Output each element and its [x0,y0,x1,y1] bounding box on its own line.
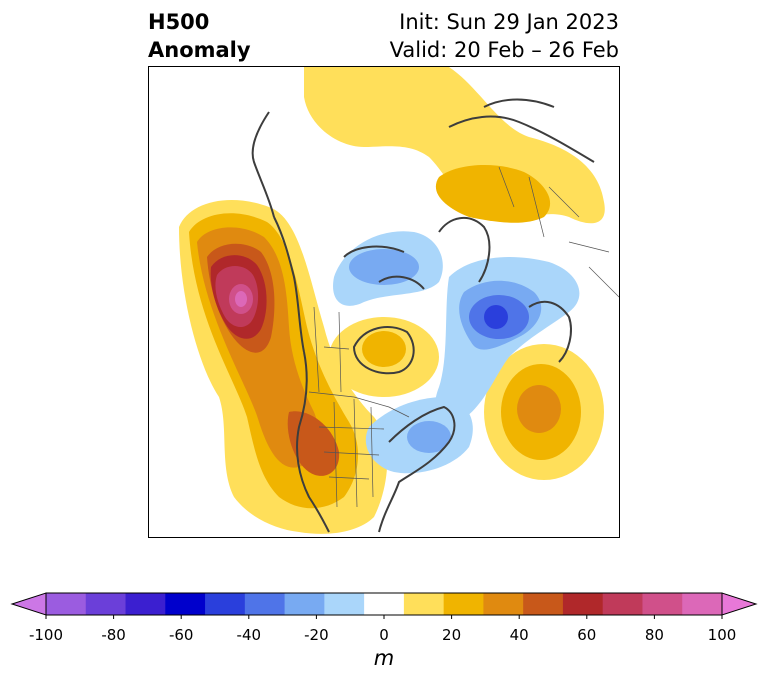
canada-20 [362,331,406,367]
colorbar-tick-label: 0 [379,626,389,644]
greenland [438,217,491,283]
colorbar-tick-label: -100 [28,626,64,644]
eurasia-coast [448,98,595,163]
atlantic-30 [517,385,561,433]
norway-coast [528,300,572,363]
colorbar-segment [682,593,723,615]
east-trough-20 [407,421,451,453]
west-coast [296,351,330,533]
colorbar-unit: m [373,646,395,670]
init-date: Init: Sun 29 Jan 2023 [399,10,619,34]
anomaly-map [148,66,620,538]
colorbar-tick-label: -40 [236,626,262,644]
colorbar-segments [46,593,723,615]
colorbar-segment [523,593,564,615]
us-state-lines [318,398,385,508]
canada-provinces [313,306,350,393]
troughs [333,231,580,474]
colorbar-segment [602,593,643,615]
colorbar-segment [562,593,604,615]
colorbar-segment [364,593,405,615]
valid-range: Valid: 20 Feb – 26 Feb [389,38,619,62]
canada-ridge [329,317,439,397]
colorbar [10,592,758,619]
coastlines [251,98,595,533]
colorbar-segment [205,593,246,615]
colorbar-under-arrow [10,592,47,616]
political-borders [308,166,619,508]
colorbar-segment [483,593,524,615]
map-title: H500 Anomaly [148,8,251,64]
colorbar-tick-label: -80 [101,626,126,644]
map-dates: Init: Sun 29 Jan 2023 Valid: 20 Feb – 26… [390,8,619,64]
east-coast [378,405,456,533]
colorbar-segment [165,593,206,615]
colorbar-segment [324,593,365,615]
colorbar-tick-label: 100 [707,626,737,644]
us-canada-border [308,391,410,418]
colorbar-segment [443,593,484,615]
atlantic-ridge [484,344,604,480]
colorbar-tick-label: -60 [168,626,194,644]
title-field: Anomaly [148,38,251,62]
colorbar-over-arrow [721,592,758,616]
map-canvas [179,67,619,534]
canadian-archipelago [343,245,425,290]
colorbar-segment [125,593,166,615]
colorbar-tick-label: -20 [304,626,329,644]
arctic-ridge [304,67,605,224]
colorbar-segment [85,593,127,615]
colorbar-ticks [45,615,723,619]
contour-90 [235,291,247,307]
alaska-coast [251,111,305,353]
colorbar-tick-label: 40 [509,626,529,644]
colorbar-tick-label: 60 [577,626,597,644]
colorbar-segment [403,593,445,615]
colorbar-tick-label: 80 [644,626,664,644]
colorbar-segment [642,593,683,615]
eurasian-trough-40 [484,305,508,329]
arctic-20 [435,165,551,223]
colorbar-tick-label: 20 [442,626,462,644]
hudson-bay [352,326,415,375]
colorbar-segment [244,593,286,615]
colorbar-segment [46,593,87,615]
title-variable: H500 [148,10,210,34]
colorbar-segment [284,593,325,615]
eurasia-borders [498,166,619,298]
